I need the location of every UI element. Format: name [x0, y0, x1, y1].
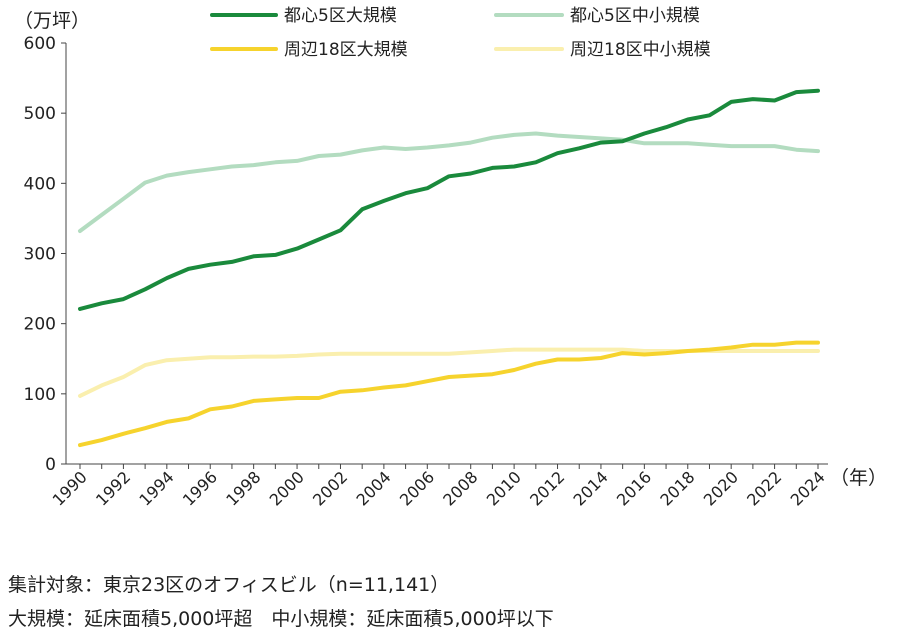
x-tick-label: 2018: [656, 467, 698, 509]
footnote-size-definition: 大規模：延床面積5,000坪超 中小規模：延床面積5,000坪以下: [8, 608, 554, 630]
x-tick-label: 1992: [92, 467, 134, 509]
x-tick-label: 2006: [396, 467, 438, 509]
x-tick-label: 2020: [700, 467, 742, 509]
y-tick-label: 100: [24, 385, 56, 405]
y-unit-label: （万坪）: [14, 10, 90, 32]
y-tick-label: 300: [24, 245, 56, 265]
x-tick-label: 1996: [179, 467, 221, 509]
x-tick-label: 1998: [222, 467, 264, 509]
y-tick-label: 400: [24, 174, 56, 194]
x-tick-label: 2024: [787, 467, 829, 509]
series-line-1: [78, 88, 820, 311]
legend-label-4: 周辺18区中小規模: [570, 40, 711, 60]
x-tick-label: 2014: [570, 467, 612, 509]
x-unit-label: （年）: [830, 467, 887, 489]
x-tick-label: 2004: [352, 467, 394, 509]
x-tick-label: 2000: [266, 467, 308, 509]
x-tick-label: 2002: [309, 467, 351, 509]
series-line-4: [78, 347, 820, 398]
series-line-2: [78, 131, 820, 233]
legend-label-3: 周辺18区大規模: [284, 40, 408, 60]
x-tick-label: 2022: [743, 467, 785, 509]
footnote-target: 集計対象：東京23区のオフィスビル（n=11,141）: [8, 574, 450, 596]
y-tick-label: 500: [24, 104, 56, 124]
y-axis: 0 100 200 300 400 500 600: [24, 34, 67, 475]
y-tick-label: 600: [24, 34, 56, 54]
x-axis: 1990 1992 1994 1996 1998 2000 2002 2004 2006 2008…: [49, 463, 829, 510]
x-tick-label: 2016: [613, 467, 655, 509]
legend-label-2: 都心5区中小規模: [570, 6, 700, 26]
series-lines: [78, 88, 820, 448]
series-line-3: [78, 340, 820, 448]
legend-label-1: 都心5区大規模: [284, 6, 397, 26]
x-tick-label: 2008: [439, 467, 481, 509]
x-tick-label: 2010: [483, 467, 525, 509]
y-tick-label: 200: [24, 315, 56, 335]
x-tick-label: 1994: [135, 467, 177, 509]
y-tick-label: 0: [45, 455, 56, 475]
x-tick-label: 2012: [526, 467, 568, 509]
